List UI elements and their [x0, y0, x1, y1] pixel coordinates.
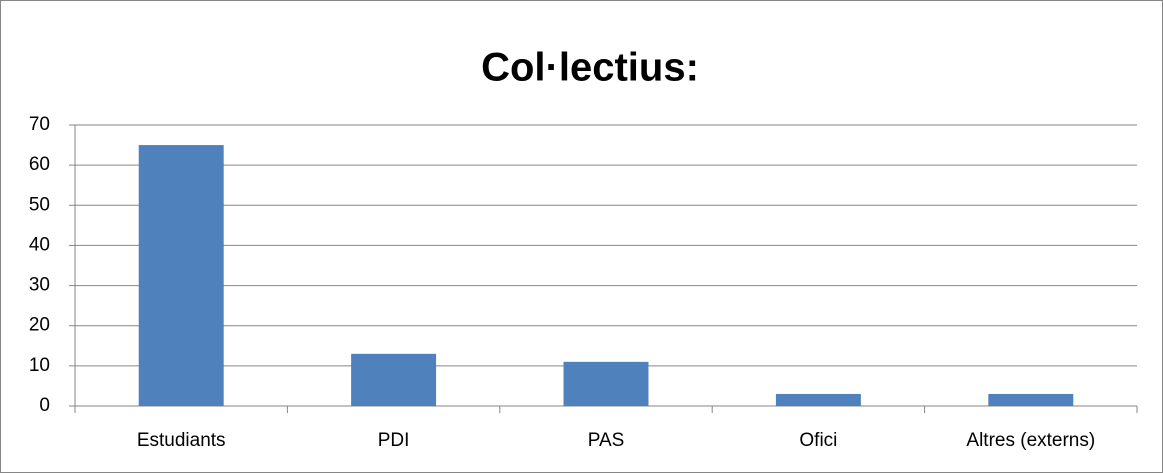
bar [775, 393, 861, 406]
y-tick-label: 70 [29, 114, 50, 135]
y-tick-label: 10 [29, 355, 50, 376]
x-tick-label: PDI [378, 430, 410, 451]
y-tick-label: 30 [29, 275, 50, 296]
x-tick-label: Ofici [799, 430, 837, 451]
y-tick-label: 60 [29, 154, 50, 175]
y-tick-label: 20 [29, 315, 50, 336]
bar [138, 145, 224, 407]
chart-title: Col·lectius: [481, 46, 699, 90]
x-tick-label: PAS [588, 430, 625, 451]
bar [563, 361, 649, 406]
x-tick-label: Altres (externs) [966, 430, 1095, 451]
y-tick-label: 40 [29, 234, 50, 255]
x-tick-label: Estudiants [137, 430, 226, 451]
bar [351, 353, 437, 406]
bar [988, 393, 1074, 406]
y-tick-label: 50 [29, 194, 50, 215]
y-tick-label: 0 [39, 395, 50, 416]
